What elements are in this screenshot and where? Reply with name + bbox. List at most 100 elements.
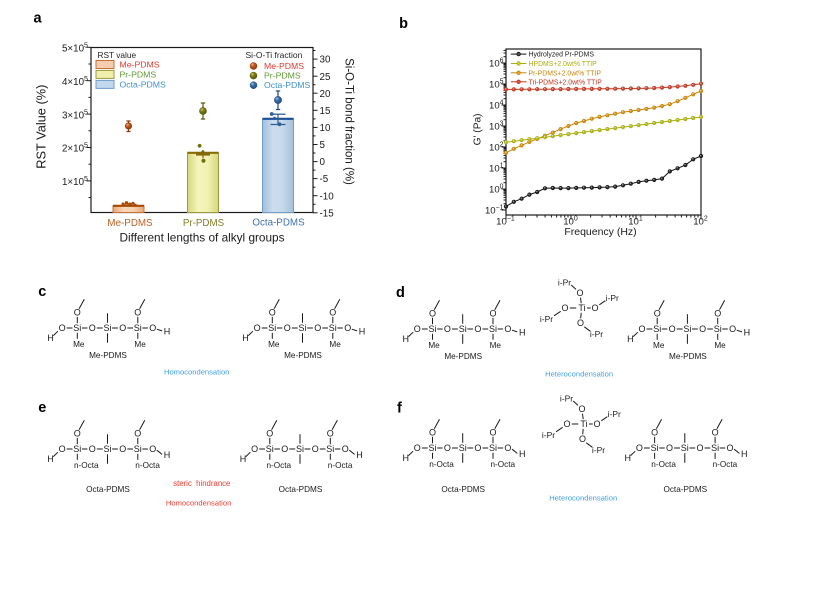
svg-text:Pr-PDMS: Pr-PDMS [264, 71, 301, 81]
svg-text:Pr-PDMS: Pr-PDMS [183, 218, 225, 229]
svg-text:O: O [429, 428, 436, 438]
svg-text:H: H [627, 334, 634, 344]
svg-text:Si: Si [459, 443, 467, 453]
svg-text:O: O [489, 428, 496, 438]
svg-text:O: O [266, 429, 273, 439]
svg-text:1×105: 1×105 [62, 175, 88, 188]
svg-text:Octa-PDMS: Octa-PDMS [252, 218, 305, 229]
svg-text:Homocondensation: Homocondensation [166, 499, 231, 508]
svg-text:Si: Si [266, 444, 274, 454]
svg-text:Me-PDMS: Me-PDMS [264, 61, 304, 71]
svg-text:H: H [519, 449, 526, 459]
svg-text:Si: Si [683, 324, 691, 334]
svg-text:Octa-PDMS: Octa-PDMS [279, 485, 323, 494]
svg-text:25: 25 [320, 72, 331, 83]
svg-text:O: O [119, 444, 126, 454]
svg-text:Ti: Ti [580, 419, 587, 429]
svg-text:O: O [669, 324, 676, 334]
svg-text:O: O [74, 308, 81, 318]
svg-text:Si: Si [134, 444, 142, 454]
svg-text:Si: Si [73, 444, 81, 454]
svg-text:Frequency (Hz): Frequency (Hz) [564, 226, 636, 238]
svg-text:O: O [254, 323, 261, 333]
svg-text:Me: Me [329, 340, 341, 349]
svg-text:10: 10 [320, 123, 331, 134]
svg-text:Si: Si [73, 323, 81, 333]
svg-text:i-Pr: i-Pr [590, 329, 603, 339]
svg-text:Ti: Ti [578, 303, 585, 313]
svg-text:Heterocondensation: Heterocondensation [545, 370, 613, 379]
svg-text:Si: Si [489, 443, 497, 453]
svg-text:Si: Si [134, 323, 142, 333]
svg-text:O: O [636, 443, 643, 453]
svg-text:-15: -15 [320, 208, 335, 219]
svg-text:O: O [577, 318, 584, 328]
svg-text:H: H [359, 327, 366, 337]
svg-text:3×105: 3×105 [62, 108, 88, 121]
svg-text:Si: Si [651, 443, 659, 453]
svg-text:-10: -10 [320, 191, 335, 202]
svg-text:Me-PDMS: Me-PDMS [669, 352, 707, 361]
svg-text:Si: Si [653, 324, 661, 334]
svg-text:O: O [414, 324, 421, 334]
svg-text:O: O [59, 323, 66, 333]
svg-text:c: c [38, 284, 46, 300]
svg-text:O: O [329, 308, 336, 318]
svg-text:O: O [666, 443, 673, 453]
svg-text:O: O [489, 309, 496, 319]
svg-text:i-Pr: i-Pr [606, 293, 619, 303]
svg-text:0: 0 [320, 157, 326, 168]
svg-text:O: O [504, 324, 511, 334]
svg-text:H: H [402, 453, 409, 463]
svg-text:Me-PDMS: Me-PDMS [444, 352, 482, 361]
svg-text:Si: Si [296, 444, 304, 454]
svg-text:Si: Si [428, 443, 436, 453]
svg-text:20: 20 [320, 89, 331, 100]
svg-text:O: O [444, 324, 451, 334]
svg-text:Si: Si [298, 323, 306, 333]
svg-text:H: H [741, 449, 748, 459]
svg-text:Me: Me [134, 340, 146, 349]
svg-text:H: H [240, 454, 247, 464]
svg-text:Tri-PDMS+2.0wt% TTIP: Tri-PDMS+2.0wt% TTIP [529, 79, 603, 86]
svg-text:O: O [726, 443, 733, 453]
svg-text:5×105: 5×105 [62, 42, 88, 55]
svg-text:Pr-PDMS+2.0wt% TTIP: Pr-PDMS+2.0wt% TTIP [529, 70, 602, 77]
svg-text:n-Octa: n-Octa [491, 460, 516, 469]
svg-text:f: f [397, 401, 402, 417]
svg-text:HPDMS+2.0wt% TTIP: HPDMS+2.0wt% TTIP [529, 61, 598, 68]
svg-text:O: O [579, 434, 586, 444]
svg-text:O: O [444, 443, 451, 453]
svg-text:i-Pr: i-Pr [540, 314, 553, 324]
svg-text:i-Pr: i-Pr [558, 278, 571, 288]
svg-text:O: O [414, 443, 421, 453]
svg-text:i-Pr: i-Pr [560, 394, 573, 404]
svg-text:O: O [281, 444, 288, 454]
svg-text:Si: Si [428, 324, 436, 334]
svg-text:Octa-PDMS: Octa-PDMS [663, 485, 707, 494]
svg-text:Si: Si [329, 323, 337, 333]
svg-text:O: O [712, 428, 719, 438]
svg-text:Me: Me [73, 340, 85, 349]
svg-text:O: O [696, 443, 703, 453]
svg-text:O: O [591, 303, 598, 313]
svg-text:Si: Si [489, 324, 497, 334]
svg-text:Si-O-Ti fraction: Si-O-Ti fraction [246, 50, 303, 60]
svg-text:O: O [149, 444, 156, 454]
svg-text:Si-O-Ti bond fraction (%): Si-O-Ti bond fraction (%) [343, 58, 355, 185]
svg-text:Me: Me [714, 341, 726, 350]
svg-text:O: O [59, 444, 66, 454]
svg-text:O: O [314, 323, 321, 333]
svg-text:Octa-PDMS: Octa-PDMS [120, 79, 167, 89]
svg-text:Pr-PDMS: Pr-PDMS [120, 69, 157, 79]
svg-text:H: H [744, 328, 751, 338]
svg-text:O: O [134, 429, 141, 439]
svg-text:O: O [327, 429, 334, 439]
svg-text:2×105: 2×105 [62, 142, 88, 155]
svg-text:O: O [74, 429, 81, 439]
svg-text:RST value: RST value [98, 50, 137, 60]
svg-text:O: O [576, 288, 583, 298]
svg-text:O: O [284, 323, 291, 333]
svg-text:Me: Me [653, 341, 665, 350]
svg-text:i-Pr: i-Pr [542, 430, 555, 440]
